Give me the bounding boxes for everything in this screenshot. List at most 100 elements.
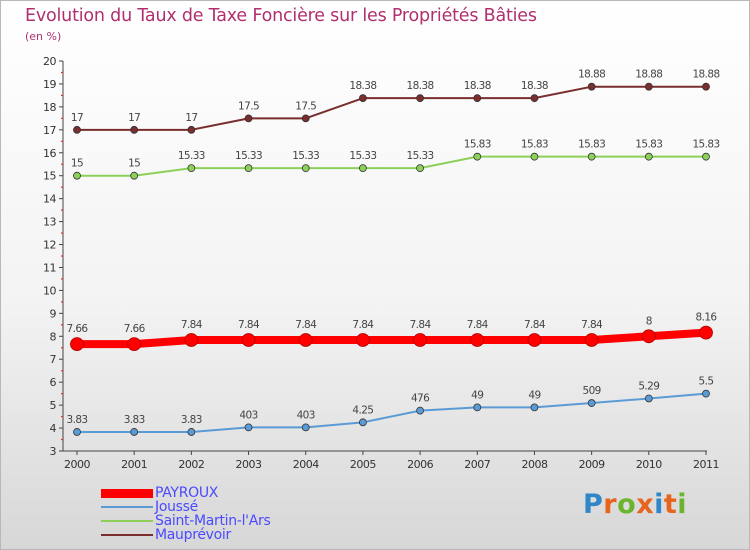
legend-swatch-mauprevoir [101,534,153,536]
data-point-mauprevoir [244,114,253,123]
legend-swatch-saint-martin-l-ars [101,520,153,522]
data-label-saint-martin-l-ars: 15.83 [521,139,548,151]
data-point-payroux [413,333,427,347]
data-point-payroux [699,325,713,340]
y-tick-label: 6 [50,376,57,389]
data-label-mauprevoir: 17 [185,112,197,124]
data-label-mauprevoir: 18.88 [635,69,662,81]
x-tick-label: 2001 [121,458,147,471]
y-tick-label: 19 [43,78,56,91]
data-point-jousse [130,428,139,436]
data-point-jousse [587,399,596,407]
data-point-saint-martin-l-ars [187,164,196,173]
logo-letter: o [617,489,637,520]
data-label-payroux: 7.84 [295,319,317,331]
y-tick-label: 9 [50,307,57,320]
legend: PAYROUX Joussé Saint-Martin-l'Ars Maupré… [101,485,271,543]
logo-letter: t [663,489,678,520]
series-line-mauprevoir [76,85,707,131]
x-tick-label: 2004 [293,458,319,471]
data-label-jousse: 49 [528,389,540,401]
data-label-payroux: 7.84 [352,319,374,331]
data-point-jousse [73,428,81,436]
data-point-mauprevoir [644,82,653,91]
data-label-payroux: 7.84 [581,319,603,331]
y-tick-label: 3 [50,445,57,458]
data-label-payroux: 7.84 [467,319,489,331]
data-point-saint-martin-l-ars [416,164,424,173]
y-tick-label: 12 [43,239,56,252]
x-tick-label: 2010 [636,458,662,471]
data-point-payroux [641,329,656,344]
logo-letter: x [636,489,655,520]
data-point-mauprevoir [473,94,482,103]
data-point-mauprevoir [359,94,367,103]
x-tick-label: 2007 [464,458,490,471]
x-tick-label: 2003 [236,458,262,471]
data-label-jousse: 3.83 [124,414,145,426]
data-label-jousse: 476 [411,393,430,405]
y-axis-unit-label: (en %) [25,30,62,43]
data-point-jousse [301,423,310,432]
logo-letter: P [583,489,604,520]
y-tick-label: 4 [50,422,57,435]
x-tick-label: 2005 [350,458,376,471]
data-label-saint-martin-l-ars: 15.83 [464,139,491,151]
data-label-saint-martin-l-ars: 15.33 [407,150,434,162]
data-point-saint-martin-l-ars [473,152,482,161]
series-line-saint-martin-l-ars [76,155,707,177]
y-tick-label: 10 [43,284,56,297]
data-point-jousse [473,403,482,412]
data-point-payroux [527,333,542,347]
x-tick-label: 2006 [407,458,433,471]
data-label-payroux: 7.66 [67,323,89,335]
data-label-payroux: 7.84 [238,319,260,331]
legend-item-jousse: Joussé [101,499,270,515]
y-tick-label: 5 [50,399,57,412]
data-point-saint-martin-l-ars [644,152,653,161]
data-label-payroux: 8.16 [696,312,718,324]
data-point-payroux [584,333,599,347]
legend-label-payroux: PAYROUX [155,485,219,501]
data-point-jousse [644,394,653,403]
legend-item-payroux: PAYROUX [101,485,270,501]
logo-letter: r [603,489,618,520]
y-tick-label: 20 [43,55,56,68]
data-point-jousse [530,403,539,412]
data-point-payroux [298,333,313,347]
logo-letter: i [677,489,688,520]
data-label-jousse: 403 [239,409,257,421]
data-label-saint-martin-l-ars: 15.83 [578,139,605,151]
data-label-saint-martin-l-ars: 15.33 [178,150,205,162]
data-point-jousse [702,389,710,398]
data-label-saint-martin-l-ars: 15 [128,158,140,170]
data-point-payroux [70,337,84,351]
y-tick-label: 17 [43,124,56,137]
data-label-mauprevoir: 18.38 [407,80,434,92]
data-point-payroux [184,333,199,347]
data-label-jousse: 403 [297,409,315,421]
data-point-mauprevoir [702,82,710,91]
data-label-saint-martin-l-ars: 15.83 [692,139,719,151]
y-tick-label: 13 [43,216,56,229]
data-label-mauprevoir: 17.5 [295,100,316,112]
legend-swatch-jousse [101,506,153,508]
data-label-payroux: 7.66 [124,323,146,335]
data-label-saint-martin-l-ars: 15.83 [635,139,662,151]
data-label-jousse: 3.83 [67,414,88,426]
data-label-jousse: 4.25 [352,404,373,416]
y-tick-label: 18 [43,101,56,114]
data-label-payroux: 8 [646,315,652,327]
data-label-mauprevoir: 18.38 [349,80,376,92]
data-label-mauprevoir: 18.88 [578,69,605,81]
data-label-mauprevoir: 17 [128,112,140,124]
data-label-saint-martin-l-ars: 15.33 [235,150,262,162]
data-point-jousse [416,406,424,415]
data-label-saint-martin-l-ars: 15.33 [292,150,319,162]
proxiti-logo: Proxiti [583,489,687,520]
logo-letter: i [654,489,664,520]
data-label-payroux: 7.84 [524,319,546,331]
series-line-payroux [73,328,710,349]
data-point-mauprevoir [73,125,81,134]
data-label-jousse: 3.83 [181,414,202,426]
